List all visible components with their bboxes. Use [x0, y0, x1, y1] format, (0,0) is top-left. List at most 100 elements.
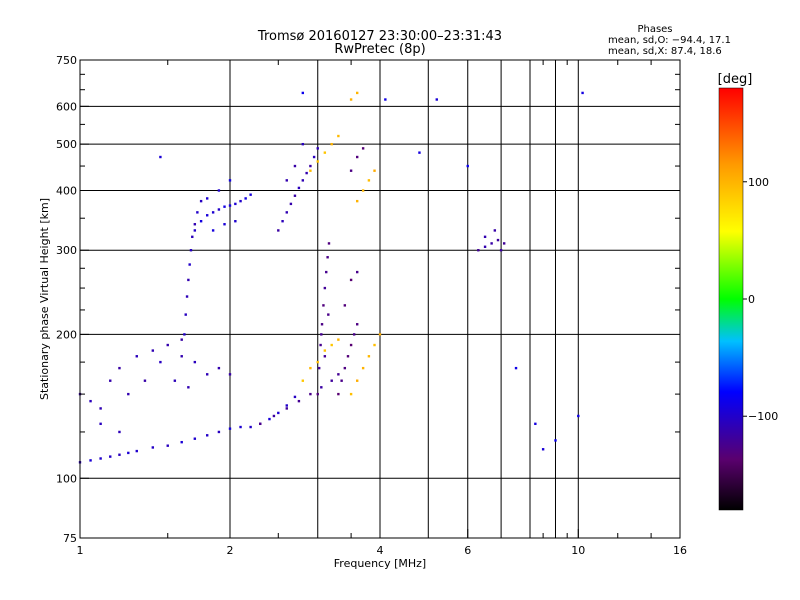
data-point [249, 425, 252, 429]
data-point [118, 430, 121, 434]
data-cluster [349, 91, 382, 396]
data-point [309, 169, 312, 172]
data-point [327, 313, 330, 316]
data-point [109, 455, 112, 458]
data-point [205, 373, 209, 376]
data-cluster [316, 242, 331, 396]
data-cluster [337, 147, 365, 396]
data-point [320, 333, 323, 336]
data-point [187, 278, 190, 282]
data-point [217, 366, 221, 370]
chart-subtitle: RwPretec (8p) [334, 42, 425, 57]
data-point [346, 355, 350, 358]
x-tick-label: 1 [77, 544, 84, 557]
data-point [159, 360, 162, 364]
data-point [326, 256, 329, 259]
data-point [191, 235, 194, 239]
data-point [205, 197, 209, 200]
data-point [496, 238, 500, 242]
data-point [554, 439, 557, 442]
data-point [361, 189, 365, 192]
data-point [293, 164, 297, 168]
data-point [234, 202, 237, 206]
data-point [180, 440, 183, 444]
data-point [199, 220, 203, 223]
data-point [384, 98, 387, 101]
data-point [285, 211, 288, 214]
data-point [118, 453, 121, 456]
data-point [349, 392, 353, 396]
data-point [180, 338, 183, 341]
data-point [337, 373, 340, 376]
data-point [319, 343, 322, 347]
data-point [373, 169, 376, 172]
data-point [196, 211, 199, 214]
data-point [127, 451, 130, 455]
colorbar-ticks: 100 0 −100 [743, 176, 778, 423]
data-point [272, 414, 276, 418]
data-point [337, 338, 340, 341]
data-point [355, 323, 359, 326]
data-point [199, 199, 203, 203]
data-point [234, 220, 237, 223]
y-tick-label: 750 [56, 54, 77, 67]
data-point [289, 202, 293, 206]
data-point [244, 197, 247, 200]
data-point [99, 407, 102, 410]
data-point [285, 179, 288, 182]
data-point [435, 98, 438, 101]
data-point [188, 263, 191, 266]
data-point [285, 407, 288, 410]
data-point [493, 229, 497, 232]
data-point [330, 343, 333, 347]
data-point [239, 425, 242, 429]
data-point [309, 392, 312, 396]
data-point [349, 169, 353, 172]
data-point [337, 134, 340, 138]
data-point [323, 349, 327, 352]
data-point [317, 366, 321, 370]
data-point [541, 448, 545, 451]
data-point [277, 411, 280, 415]
data-point [330, 142, 333, 146]
data-point [577, 414, 580, 418]
data-cluster [78, 338, 232, 434]
data-point [502, 242, 506, 245]
data-point [316, 360, 319, 364]
data-point [343, 304, 347, 307]
colorbar-tick-label: −100 [748, 410, 778, 423]
data-point [316, 147, 319, 150]
data-point [355, 270, 359, 274]
data-point [301, 91, 305, 95]
data-point [217, 189, 221, 192]
data-point [312, 155, 316, 159]
data-point [135, 449, 138, 453]
data-point [490, 242, 493, 245]
data-point [534, 422, 537, 426]
y-tick-label: 200 [56, 328, 77, 341]
data-point [297, 399, 301, 403]
data-point [373, 343, 376, 347]
data-point [499, 249, 503, 252]
x-tick-label: 4 [377, 544, 384, 557]
data-point [349, 278, 353, 282]
data-point [89, 459, 92, 462]
data-cluster [193, 179, 252, 232]
data-cluster [159, 91, 584, 451]
x-axis-label: Frequency [MHz] [334, 557, 426, 570]
data-point [320, 386, 323, 389]
data-point [211, 211, 215, 214]
y-tick-label: 300 [56, 244, 77, 257]
data-point [184, 313, 187, 316]
data-point [166, 444, 169, 447]
data-point [281, 220, 284, 223]
data-point [355, 91, 359, 95]
phase-stats-x: mean, sd,X: 87.4, 18.6 [608, 46, 722, 57]
data-point [223, 205, 226, 208]
data-point [327, 242, 331, 245]
data-cluster [277, 142, 319, 232]
colorbar-tick-label: 0 [748, 293, 755, 306]
data-point [193, 437, 197, 440]
data-point [316, 160, 319, 163]
data-point [297, 186, 301, 190]
